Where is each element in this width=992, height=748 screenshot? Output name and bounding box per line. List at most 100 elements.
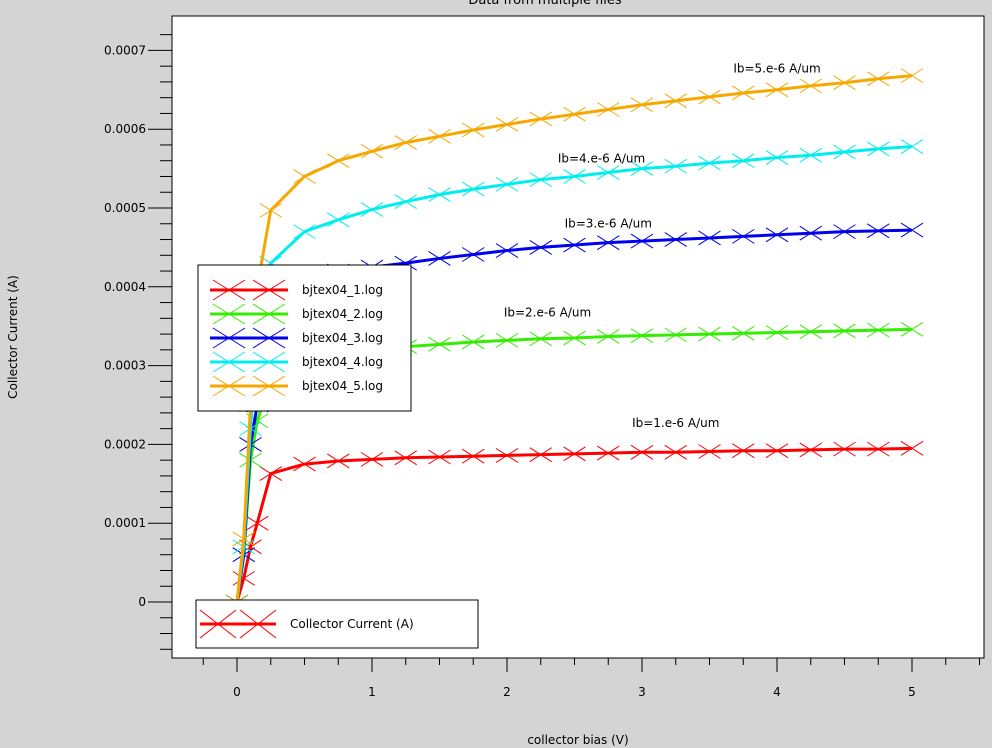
data-point-marker: [495, 176, 519, 192]
data-point-marker: [529, 172, 553, 188]
data-point-marker: [799, 442, 823, 458]
data-point-marker: [232, 570, 256, 586]
data-point-marker: [833, 144, 856, 160]
data-point-marker: [461, 334, 485, 350]
data-point-marker: [259, 202, 283, 218]
data-point-marker: [664, 93, 688, 109]
x-tick-label: 0: [233, 685, 241, 699]
data-point-marker: [461, 122, 485, 138]
data-point-marker: [529, 239, 553, 255]
annotations: Ib=5.e-6 A/um Ib=4.e-6 A/um Ib=3.e-6 A/um I…: [504, 61, 821, 430]
data-point-marker: [866, 71, 890, 87]
data-point-marker: [428, 449, 451, 465]
y-tick-label: 0.0006: [104, 122, 146, 136]
data-point-marker: [799, 324, 823, 340]
data-point-marker: [698, 230, 721, 246]
data-point-marker: [394, 194, 418, 210]
legend-marker: [212, 327, 286, 349]
x-tick-label: 1: [368, 685, 376, 699]
data-point-marker: [596, 445, 620, 461]
data-point-marker: [529, 111, 553, 127]
legend-label: bjtex04_5.log: [302, 379, 383, 393]
legend-item: bjtex04_1.log: [210, 279, 383, 301]
data-point-marker: [900, 321, 924, 337]
series-line: [235, 74, 913, 603]
data-point-marker: [394, 450, 418, 466]
y-tick-label: 0: [138, 595, 146, 609]
data-point-marker: [245, 515, 269, 531]
data-point-marker: [866, 141, 890, 157]
data-point-marker: [664, 444, 688, 460]
legend-item: bjtex04_3.log: [210, 327, 383, 349]
legend-marker: [212, 375, 286, 397]
data-point-marker: [664, 158, 688, 174]
y-tick-label: 0.0002: [104, 437, 146, 451]
data-point-marker: [563, 330, 586, 346]
y-tick-label: 0.0005: [104, 201, 146, 215]
data-point-marker: [495, 332, 519, 348]
data-point-marker: [698, 89, 721, 105]
legend-label: bjtex04_2.log: [302, 307, 383, 321]
data-point-marker: [630, 444, 654, 460]
data-point-marker: [293, 224, 316, 240]
data-point-marker: [326, 212, 350, 228]
data-point-marker: [731, 443, 755, 459]
y-tick-label: 0.0001: [104, 516, 146, 530]
data-point-marker: [293, 456, 316, 472]
data-point-marker: [866, 441, 890, 457]
data-point-marker: [360, 143, 384, 159]
data-point-marker: [495, 448, 519, 463]
x-axis-label: collector bias (V): [527, 733, 628, 747]
y-tick-label: 0.0007: [104, 43, 146, 57]
legend-item: bjtex04_2.log: [210, 303, 383, 325]
data-point-marker: [664, 327, 688, 343]
legend: bjtex04_1.log bjtex04_2.log bjtex04_3.logb…: [197, 264, 412, 412]
chart-title: Data from multiple files: [468, 0, 622, 8]
data-point-marker: [765, 82, 789, 98]
legend-item: bjtex04_5.log: [210, 375, 383, 397]
data-point-marker: [799, 147, 823, 163]
data-point-marker: [529, 447, 553, 463]
data-point-marker: [698, 326, 721, 342]
data-point-marker: [394, 135, 418, 151]
data-point-marker: [799, 78, 823, 94]
data-point-marker: [461, 181, 485, 197]
data-point-marker: [866, 322, 890, 338]
data-point-marker: [765, 443, 789, 459]
data-point-marker: [293, 169, 316, 184]
secondary-legend: Collector Current (A): [195, 599, 479, 649]
data-point-marker: [900, 440, 924, 456]
data-point-marker: [596, 102, 620, 117]
data-point-marker: [326, 453, 350, 469]
series-annotation: Ib=2.e-6 A/um: [504, 306, 591, 320]
data-point-marker: [866, 223, 890, 239]
x-tick-label: 2: [503, 685, 511, 699]
data-point-marker: [326, 153, 350, 169]
data-point-marker: [428, 187, 451, 203]
x-tick-label: 3: [638, 685, 646, 699]
x-tick-label: 4: [773, 685, 781, 699]
legend-item: bjtex04_4.log: [210, 351, 383, 373]
data-point-marker: [799, 225, 823, 241]
legend-label: bjtex04_3.log: [302, 331, 383, 345]
series-line: [235, 446, 913, 603]
x-axis-ticks: 0 1 2 3 4 5: [202, 658, 980, 699]
data-point-marker: [630, 97, 654, 113]
legend-marker: [212, 303, 286, 325]
data-point-marker: [698, 444, 721, 459]
data-point-marker: [461, 247, 485, 262]
data-point-marker: [731, 228, 755, 244]
data-point-marker: [259, 466, 283, 481]
data-point-marker: [698, 155, 721, 171]
legend-label: bjtex04_4.log: [302, 355, 383, 369]
data-point-marker: [900, 222, 924, 238]
data-point-marker: [563, 169, 586, 184]
data-point-marker: [630, 328, 654, 344]
data-point-marker: [461, 448, 485, 464]
data-point-marker: [630, 161, 654, 177]
data-point-marker: [428, 251, 451, 266]
legend-label: bjtex04_1.log: [302, 283, 383, 297]
data-point-marker: [596, 329, 620, 344]
data-point-marker: [563, 446, 586, 462]
